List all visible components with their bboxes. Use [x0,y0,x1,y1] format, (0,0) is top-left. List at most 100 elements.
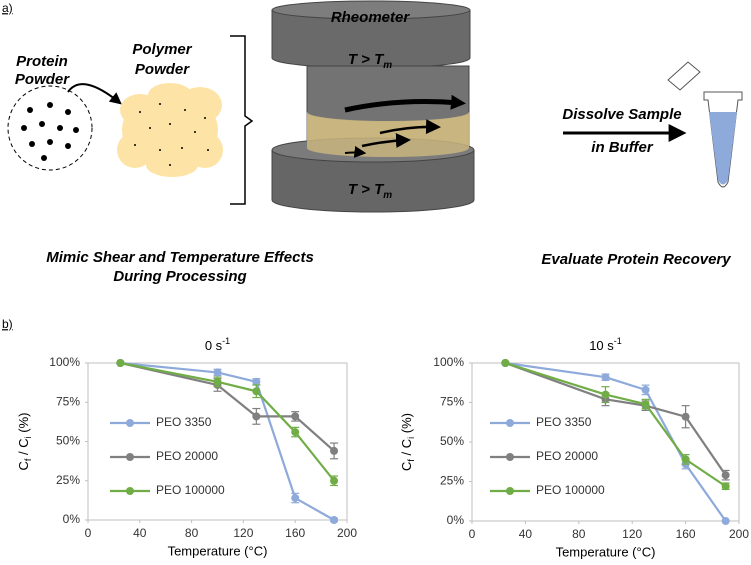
y-axis-label: C [399,462,414,471]
label: Evaluate Protein Recovery [541,251,731,268]
label: T > Tm [348,51,392,71]
x-tick-label: 160 [285,526,305,540]
data-point [291,428,300,437]
arrow [67,83,122,105]
label: Powder [135,61,190,78]
y-tick-label: 50% [440,434,464,448]
data-point [641,385,650,394]
legend-swatch [126,453,134,461]
data-point [601,373,610,382]
data-point [213,368,222,377]
data-point [291,412,300,421]
data-point [501,359,510,367]
label: Powder [15,71,70,88]
data-point [252,412,261,421]
legend-swatch [506,419,514,427]
chart-title: 10 s [589,338,614,353]
x-tick-label: 0 [469,527,476,541]
y-tick-label: 75% [56,394,80,408]
data-point [291,494,300,503]
data-point [641,400,650,409]
legend-swatch [506,487,514,495]
x-tick-label: 120 [622,527,642,541]
x-tick-label: 80 [185,526,199,540]
protein-circle [7,85,93,171]
label: T > Tm [348,181,392,201]
label: in Buffer [591,139,654,156]
shear-arrow [344,94,466,113]
legend-label: PEO 20000 [156,449,218,463]
y-tick-label: 50% [56,434,80,448]
y-axis-label: / C [399,439,414,459]
y-tick-label: 25% [56,473,80,487]
x-tick-label: 120 [233,526,253,540]
x-axis-label: Temperature (°C) [556,544,656,559]
panel-label: a) [2,1,13,15]
y-axis-label: f [406,459,416,462]
chart-title: -1 [222,336,230,346]
x-tick-label: 40 [519,527,533,541]
label: m [383,60,392,71]
legend-swatch [126,419,134,427]
data-point [252,377,261,386]
shear-arrow [344,145,367,158]
spindle [306,65,470,128]
x-tick-label: 80 [572,527,586,541]
legend-label: PEO 100000 [156,483,225,497]
tube-cap [667,61,701,91]
data-point [252,387,261,396]
y-tick-label: 25% [440,474,464,488]
label: Mimic Shear and Temperature Effects [46,249,314,266]
data-point [721,482,730,491]
series-line [120,361,335,452]
x-tick-label: 0 [85,526,92,540]
data-point [330,476,339,485]
polymer-dots [134,103,209,166]
chart-title: 0 s [205,338,223,353]
y-axis-label: C [16,461,31,470]
legend-label: PEO 3350 [536,415,592,429]
label: Dissolve Sample [562,106,681,123]
shear-arrow [361,133,411,149]
x-tick-label: 40 [133,526,147,540]
label: Rheometer [331,9,411,26]
y-tick-label: 0% [63,512,81,526]
y-axis-label: f [23,458,33,461]
y-axis-label: (%) [399,413,414,437]
data-point [330,446,339,455]
label: T > T [348,51,385,68]
legend-label: PEO 100000 [536,483,605,497]
legend-label: PEO 3350 [156,415,212,429]
y-axis-label: Cf / Ci (%) [16,413,33,471]
data-point [116,359,125,367]
y-axis-label: Cf / Ci (%) [399,413,416,471]
y-tick-label: 0% [447,513,465,527]
tube-liquid [709,112,737,185]
data-point [213,377,222,386]
x-axis-label: Temperature (°C) [168,543,268,558]
polymer-blob [117,83,223,177]
label: m [383,190,392,201]
label: Protein [16,53,68,70]
label: Polymer [132,41,192,58]
data-point [721,517,730,525]
data-point [601,390,610,399]
shear-arrow [379,119,441,135]
y-axis-label: (%) [16,413,31,437]
y-axis-label: i [23,436,33,438]
bottom-plate [271,149,475,213]
y-axis-label: i [406,437,416,439]
series-line [505,361,727,522]
protein-particles [21,102,79,161]
data-point [681,412,690,421]
legend-label: PEO 20000 [536,449,598,463]
y-tick-label: 75% [440,395,464,409]
chart-title: 10 s-1 [589,336,622,353]
label: During Processing [113,268,246,285]
data-point [721,471,730,480]
top-plate-face [271,0,471,20]
chart-title: -1 [614,336,622,346]
panel-label: b) [2,317,13,331]
